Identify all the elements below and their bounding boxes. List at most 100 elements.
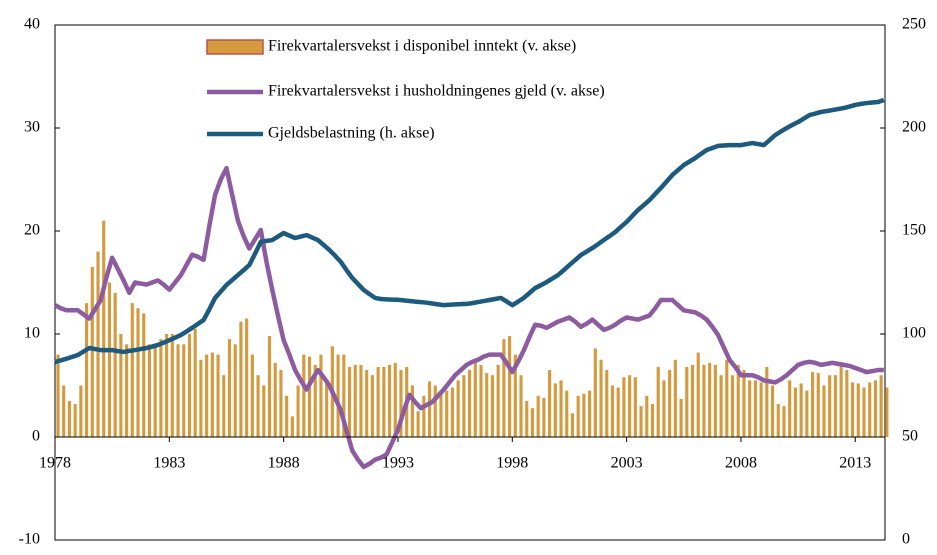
bar [433, 385, 437, 437]
bar [662, 380, 666, 437]
bar [650, 404, 655, 437]
bar [382, 366, 386, 437]
line [54, 97, 885, 365]
bar [673, 359, 677, 437]
bar [165, 334, 169, 437]
legend-swatch [206, 39, 264, 55]
bar [370, 375, 374, 437]
legend-label: Gjeldsbelastning (h. akse) [268, 125, 435, 142]
bar [290, 416, 294, 437]
bar [776, 404, 780, 437]
bar [713, 364, 717, 437]
bar [262, 385, 266, 437]
y2-tick-label: 200 [902, 119, 926, 136]
bar [490, 375, 495, 437]
bar [679, 398, 683, 437]
y2-tick-label: 50 [902, 428, 918, 445]
bar [79, 385, 83, 437]
bar [810, 372, 815, 437]
bar [788, 380, 792, 437]
y-tick-label: -10 [19, 531, 40, 548]
bar [805, 390, 809, 437]
bar [67, 400, 72, 437]
bar [399, 370, 403, 437]
bar [656, 366, 660, 437]
bar [336, 354, 340, 437]
bar [182, 344, 186, 437]
bar-group [56, 220, 889, 437]
bar [56, 354, 60, 437]
bar [239, 321, 243, 437]
bar [816, 373, 820, 437]
bar [542, 397, 546, 437]
bar [702, 364, 706, 437]
bar [622, 377, 626, 437]
bar [427, 381, 432, 437]
bar [307, 356, 312, 437]
bar [393, 362, 397, 437]
bar [130, 303, 134, 437]
y2-tick-label: 250 [902, 16, 926, 33]
bar [885, 387, 889, 437]
bar [519, 375, 523, 437]
bar [387, 364, 392, 437]
x-tick-label: 2013 [839, 455, 871, 472]
bar [616, 387, 620, 437]
bar [742, 370, 746, 437]
bar [359, 364, 363, 437]
bar [525, 400, 529, 437]
bar [467, 370, 472, 437]
y2-tick-label: 100 [902, 325, 926, 342]
bar [199, 359, 203, 437]
bar [119, 334, 123, 437]
bar [548, 370, 552, 437]
bar [176, 344, 180, 437]
bar [353, 364, 357, 437]
bar [485, 373, 489, 437]
bar [347, 366, 352, 437]
bar [582, 393, 586, 437]
bar [279, 370, 283, 437]
bar [856, 383, 860, 437]
bar [725, 359, 729, 437]
bar [559, 380, 563, 437]
bar [868, 382, 872, 437]
x-tick-label: 1998 [496, 455, 528, 472]
y2-tick-label: 150 [902, 222, 926, 239]
bar [530, 408, 535, 437]
bar [96, 251, 100, 437]
bar [793, 387, 797, 437]
bar [285, 395, 289, 437]
bar [273, 362, 277, 437]
bar [205, 354, 209, 437]
bar [325, 380, 329, 437]
bar [685, 366, 689, 437]
bar [342, 354, 346, 437]
bar [250, 354, 254, 437]
y-tick-label: 30 [24, 119, 40, 136]
bar [365, 370, 369, 437]
bar [456, 380, 460, 437]
bar [256, 375, 260, 437]
y-tick-label: 10 [24, 325, 40, 342]
x-tick-label: 1988 [268, 455, 300, 472]
bar [879, 375, 883, 437]
bar [153, 344, 157, 437]
bar [85, 303, 89, 437]
bar [833, 375, 837, 437]
bar [439, 390, 443, 437]
bar [588, 390, 592, 437]
bar [90, 267, 94, 437]
bar [599, 359, 603, 437]
x-tick-label: 2008 [725, 455, 757, 472]
bar [445, 390, 449, 437]
bar [645, 395, 649, 437]
bar [576, 395, 580, 437]
bar [233, 344, 237, 437]
bar [416, 411, 420, 437]
bar [422, 395, 426, 437]
bar [748, 380, 752, 437]
bar [593, 348, 597, 437]
bar [782, 406, 786, 437]
